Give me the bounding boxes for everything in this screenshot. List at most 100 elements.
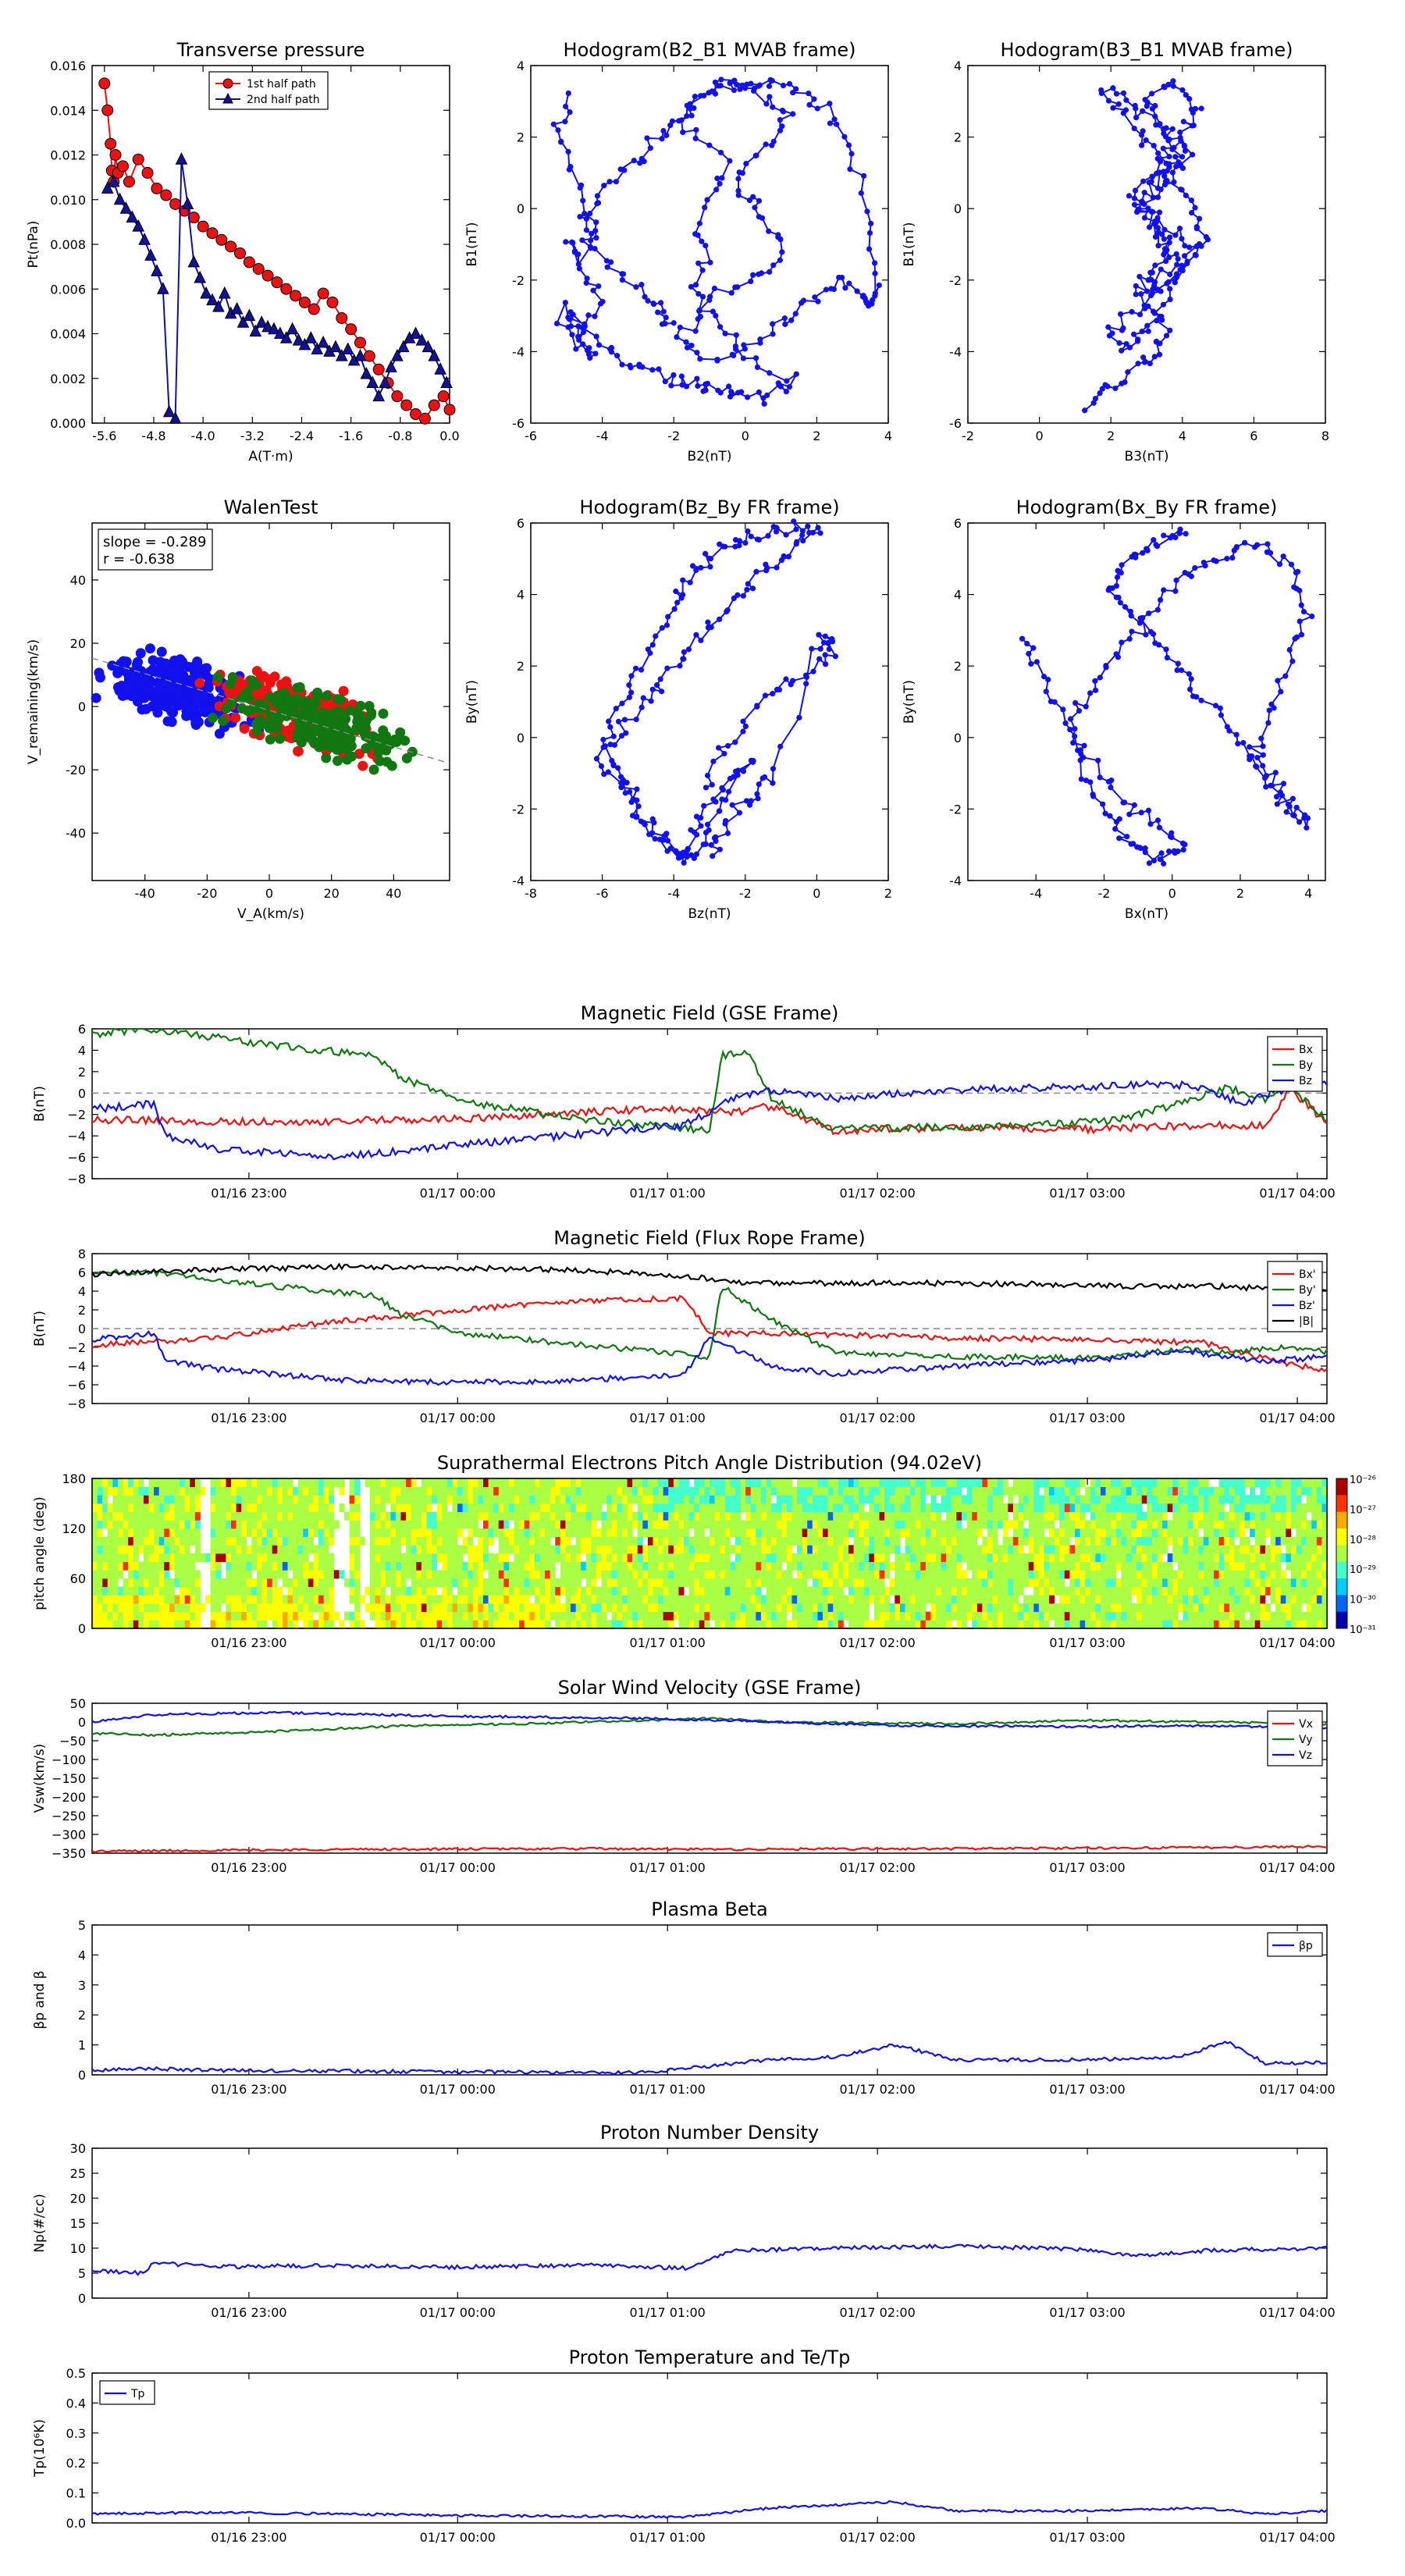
heatmap-cell	[776, 1536, 782, 1546]
data-point	[357, 760, 368, 771]
heatmap-cell	[421, 1611, 427, 1621]
heatmap-cell	[426, 1486, 432, 1496]
heatmap-cell	[756, 1503, 762, 1513]
heatmap-cell	[545, 1561, 551, 1571]
data-point	[294, 681, 305, 692]
heatmap-cell	[478, 1495, 484, 1504]
heatmap-cell	[395, 1511, 401, 1521]
heatmap-cell	[735, 1511, 741, 1521]
data-point	[1144, 546, 1150, 552]
heatmap-cell	[117, 1561, 123, 1571]
heatmap-cell	[133, 1511, 139, 1521]
heatmap-cell	[375, 1511, 381, 1521]
heatmap-cell	[133, 1603, 139, 1613]
data-point	[1103, 663, 1109, 669]
vsw-xtick-label: 01/16 23:00	[211, 1860, 286, 1875]
data-point	[780, 109, 787, 115]
heatmap-cell	[148, 1553, 155, 1563]
heatmap-cell	[436, 1553, 443, 1563]
data-point	[1121, 799, 1128, 806]
heatmap-cell	[647, 1536, 653, 1546]
heatmap-cell	[539, 1611, 546, 1621]
heatmap-cell	[380, 1603, 386, 1613]
heatmap-cell	[472, 1528, 478, 1538]
heatmap-cell	[452, 1603, 458, 1613]
data-point	[1157, 340, 1163, 347]
heatmap-cell	[354, 1503, 361, 1513]
heatmap-cell	[740, 1520, 746, 1529]
heatmap-cell	[184, 1545, 190, 1554]
heatmap-cell	[436, 1495, 443, 1504]
data-point	[1297, 618, 1303, 624]
heatmap-cell	[246, 1595, 252, 1604]
h4-xtick-label: -4	[1030, 886, 1042, 901]
data-point	[1154, 286, 1161, 293]
heatmap-cell	[158, 1620, 165, 1629]
heatmap-cell	[478, 1620, 484, 1629]
heatmap-cell	[710, 1545, 715, 1554]
heatmap-cell	[797, 1553, 803, 1563]
heatmap-cell	[313, 1520, 319, 1529]
data-point	[311, 342, 324, 355]
data-point	[1145, 277, 1151, 283]
heatmap-cell	[797, 1586, 803, 1596]
heatmap-cell	[668, 1536, 674, 1546]
heatmap-cell	[184, 1586, 190, 1596]
heatmap-cell	[688, 1578, 695, 1588]
legend-label: |B|	[1299, 1315, 1314, 1328]
heatmap-cell	[369, 1578, 375, 1588]
heatmap-cell	[786, 1620, 792, 1629]
heatmap-cell	[606, 1620, 613, 1629]
heatmap-cell	[323, 1536, 329, 1546]
heatmap-cell	[627, 1520, 633, 1529]
heatmap-cell	[472, 1586, 478, 1596]
heatmap-cell	[740, 1570, 746, 1579]
heatmap-cell	[591, 1603, 597, 1613]
data-point	[763, 141, 769, 148]
heatmap-cell	[617, 1520, 623, 1529]
data-point	[728, 290, 735, 296]
heatmap-cell	[812, 1595, 818, 1604]
heatmap-cell	[571, 1570, 577, 1579]
vsw-ytick-label: 50	[70, 1696, 86, 1711]
heatmap-cell	[688, 1511, 695, 1521]
heatmap-cell	[771, 1520, 777, 1529]
heatmap-cell	[190, 1586, 196, 1596]
heatmap-cell	[776, 1553, 782, 1563]
heatmap-cell	[503, 1495, 510, 1504]
data-point	[846, 280, 852, 286]
heatmap-cell	[97, 1611, 103, 1621]
heatmap-cell	[760, 1478, 767, 1488]
heatmap-cell	[416, 1561, 422, 1571]
data-point	[737, 538, 743, 545]
heatmap-cell	[730, 1545, 736, 1554]
heatmap-cell	[446, 1578, 453, 1588]
data-point	[749, 759, 756, 765]
data-point	[345, 323, 357, 336]
heatmap-cell	[287, 1520, 293, 1529]
heatmap-cell	[627, 1553, 633, 1563]
heatmap-cell	[190, 1561, 196, 1571]
heatmap-cell	[647, 1570, 653, 1579]
heatmap-cell	[138, 1586, 144, 1596]
data-point	[1160, 145, 1166, 151]
data-point	[593, 333, 599, 340]
heatmap-cell	[333, 1570, 340, 1579]
data-point	[696, 220, 702, 226]
data-point	[817, 530, 823, 536]
heatmap-cell	[261, 1595, 268, 1604]
data-point	[1186, 571, 1192, 578]
heatmap-cell	[472, 1486, 478, 1496]
heatmap-cell	[688, 1611, 695, 1621]
heatmap-cell	[251, 1553, 258, 1563]
heatmap-cell	[760, 1611, 767, 1621]
heatmap-cell	[442, 1578, 448, 1588]
heatmap-cell	[488, 1503, 494, 1513]
data-point	[790, 90, 796, 96]
series-line-Bx-0	[91, 1294, 1328, 1373]
heatmap-cell	[488, 1570, 494, 1579]
heatmap-cell	[426, 1603, 432, 1613]
heatmap-cell	[498, 1611, 504, 1621]
heatmap-cell	[519, 1561, 525, 1571]
heatmap-cell	[714, 1595, 720, 1604]
